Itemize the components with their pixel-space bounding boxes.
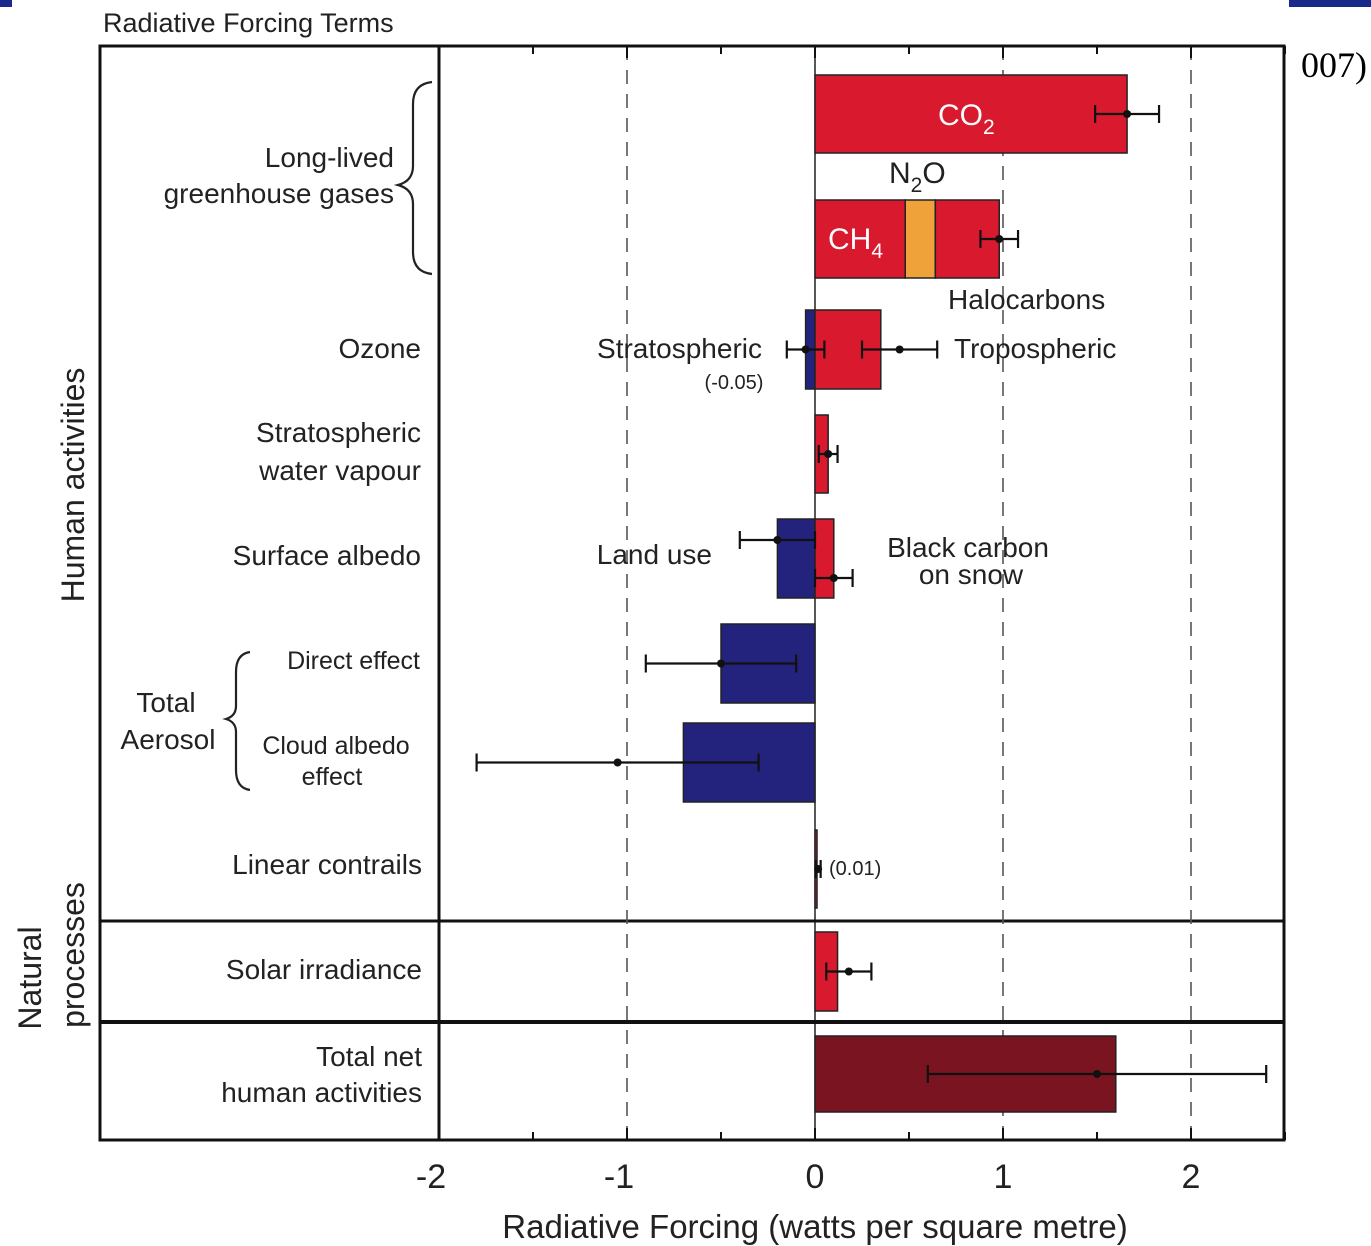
bar-land-use bbox=[776, 518, 816, 599]
bar-ch4-n2o-halocarbons-seg1 bbox=[904, 199, 937, 279]
row-label-strat-water-2: water vapour bbox=[258, 455, 421, 486]
aerosol-brace bbox=[222, 650, 251, 792]
row-label-direct-effect: Direct effect bbox=[287, 647, 420, 675]
error-center-ozone-tropospheric bbox=[895, 345, 904, 354]
group-label-natural-2: processes bbox=[55, 882, 91, 1028]
error-center-co2 bbox=[1123, 110, 1132, 118]
bar-black-carbon-on-snow bbox=[814, 518, 835, 599]
error-center-land-use bbox=[773, 536, 782, 544]
row-label-surface-albedo: Surface albedo bbox=[233, 540, 421, 571]
row-label-contrails: Linear contrails bbox=[232, 849, 422, 880]
x-tick-label-1: 1 bbox=[994, 1158, 1013, 1196]
stratospheric-ozone-value: (-0.05) bbox=[705, 372, 764, 394]
greenhouse-brace bbox=[393, 80, 433, 276]
row-label-aerosol-1: Total bbox=[136, 687, 195, 718]
error-center-aerosol-direct-effect bbox=[717, 659, 725, 668]
group-label-human: Human activities bbox=[55, 368, 91, 603]
row-label-ozone: Ozone bbox=[339, 333, 422, 364]
bar-co2 bbox=[814, 74, 1128, 154]
black-carbon-label-1: Black carbon bbox=[887, 532, 1049, 563]
stratospheric-ozone-label: Stratospheric bbox=[597, 333, 762, 364]
error-center-black-carbon-on-snow bbox=[829, 574, 838, 582]
row-label-net-1: Total net bbox=[316, 1041, 422, 1072]
error-center-linear-contrails bbox=[814, 865, 823, 873]
cut-off-caption-text: 007) bbox=[1301, 45, 1367, 85]
x-tick-label-0: 0 bbox=[806, 1158, 825, 1196]
row-label-cloud-albedo-2: effect bbox=[302, 763, 363, 791]
row-label-strat-water-1: Stratospheric bbox=[256, 417, 421, 448]
tropospheric-ozone-label: Tropospheric bbox=[954, 333, 1116, 364]
chart-frame bbox=[98, 44, 1286, 1142]
row-label-net-2: human activities bbox=[221, 1077, 422, 1108]
corner-mark-left bbox=[0, 0, 12, 7]
error-center-aerosol-cloud-albedo-effect bbox=[613, 758, 622, 767]
panel-title: Radiative Forcing Terms bbox=[103, 8, 394, 38]
row-label-greenhouse-1: Long-lived bbox=[265, 142, 394, 173]
black-carbon-label-2: on snow bbox=[919, 559, 1024, 590]
row-label-solar: Solar irradiance bbox=[226, 954, 422, 985]
row-label-greenhouse-2: greenhouse gases bbox=[164, 178, 394, 209]
chart-error-bars bbox=[475, 105, 1268, 1083]
x-tick-label--1: -1 bbox=[604, 1158, 634, 1196]
x-tick-label-2: 2 bbox=[1182, 1158, 1201, 1196]
error-center-stratospheric-water-vapour bbox=[824, 450, 833, 458]
chart-bars bbox=[682, 74, 1128, 1113]
co2-label: CO2 bbox=[938, 99, 995, 139]
row-label-aerosol-2: Aerosol bbox=[121, 724, 216, 755]
x-axis-ticks: -2 -1 0 1 2 bbox=[416, 46, 1286, 1196]
error-center-solar-irradiance bbox=[844, 967, 853, 976]
group-label-natural-1: Natural bbox=[12, 926, 48, 1029]
row-label-cloud-albedo-1: Cloud albedo bbox=[262, 732, 409, 760]
ch4-label: CH4 bbox=[828, 223, 883, 263]
n2o-label: N2O bbox=[889, 157, 946, 197]
halocarbons-label: Halocarbons bbox=[948, 284, 1105, 315]
error-center-total-net-human-activities bbox=[1093, 1070, 1101, 1078]
land-use-label: Land use bbox=[597, 539, 712, 570]
contrails-value: (0.01) bbox=[829, 858, 881, 880]
error-center-ch4-n2o-halocarbons bbox=[995, 235, 1004, 243]
error-center-ozone-stratospheric bbox=[801, 345, 810, 354]
x-axis-label: Radiative Forcing (watts per square metr… bbox=[502, 1208, 1127, 1245]
corner-mark-right bbox=[1289, 0, 1371, 7]
outer-frame bbox=[98, 44, 1286, 1142]
x-tick-label--2: -2 bbox=[416, 1158, 446, 1196]
